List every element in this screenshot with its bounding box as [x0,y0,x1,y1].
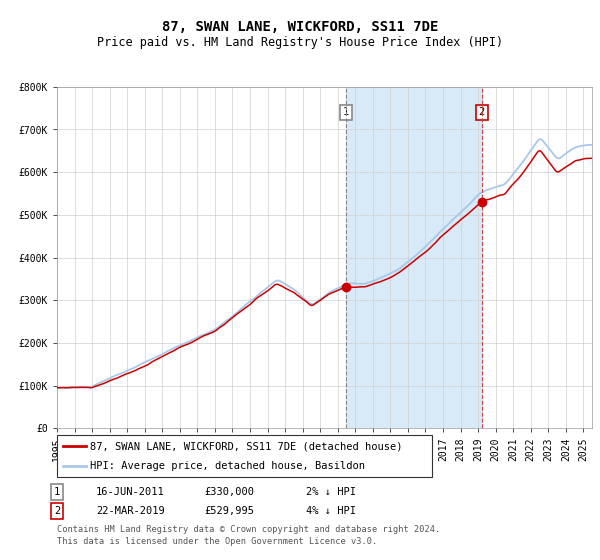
Text: 1: 1 [343,108,349,118]
Text: 87, SWAN LANE, WICKFORD, SS11 7DE: 87, SWAN LANE, WICKFORD, SS11 7DE [162,20,438,34]
Text: 2: 2 [54,506,60,516]
Text: 2% ↓ HPI: 2% ↓ HPI [306,487,356,497]
Text: This data is licensed under the Open Government Licence v3.0.: This data is licensed under the Open Gov… [57,537,377,546]
Text: HPI: Average price, detached house, Basildon: HPI: Average price, detached house, Basi… [90,461,365,472]
Text: £529,995: £529,995 [204,506,254,516]
Text: £330,000: £330,000 [204,487,254,497]
Text: 1: 1 [54,487,60,497]
Text: Contains HM Land Registry data © Crown copyright and database right 2024.: Contains HM Land Registry data © Crown c… [57,525,440,534]
Text: Price paid vs. HM Land Registry's House Price Index (HPI): Price paid vs. HM Land Registry's House … [97,36,503,49]
Text: 2: 2 [479,108,485,118]
Text: 16-JUN-2011: 16-JUN-2011 [96,487,165,497]
Bar [346,87,482,428]
Text: 4% ↓ HPI: 4% ↓ HPI [306,506,356,516]
Text: 22-MAR-2019: 22-MAR-2019 [96,506,165,516]
Text: 87, SWAN LANE, WICKFORD, SS11 7DE (detached house): 87, SWAN LANE, WICKFORD, SS11 7DE (detac… [90,441,403,451]
